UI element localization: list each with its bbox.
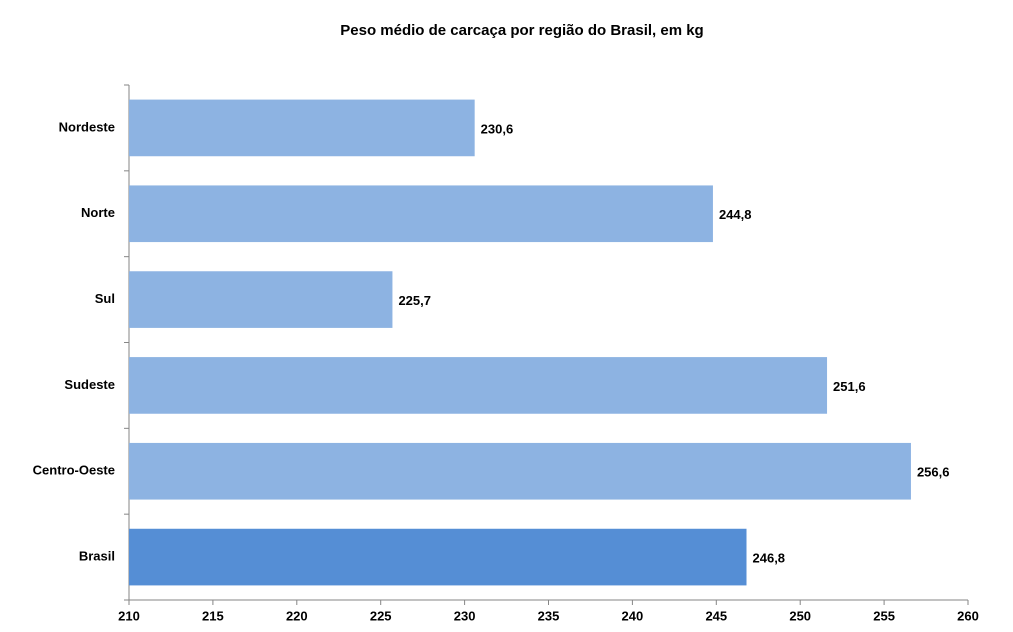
data-label: 225,7 [398,293,431,308]
y-tick-label: Centro-Oeste [33,463,115,478]
data-label: 246,8 [753,551,786,566]
data-label: 256,6 [917,465,950,480]
bar [129,271,393,328]
bar [129,185,713,243]
x-tick-label: 215 [202,608,224,623]
x-tick-label: 240 [622,608,644,623]
x-tick-label: 250 [789,608,811,623]
bar [129,99,475,157]
y-tick-label: Nordeste [59,119,115,134]
bar [129,357,828,414]
data-label: 251,6 [833,379,866,394]
x-tick-label: 260 [957,608,979,623]
bar [129,442,911,500]
x-tick-label: 255 [873,608,895,623]
x-tick-label: 245 [705,608,727,623]
y-tick-label: Brasil [79,549,115,564]
y-tick-label: Norte [81,205,115,220]
y-tick-label: Sul [95,291,115,306]
x-tick-label: 210 [118,608,140,623]
chart-title: Peso médio de carcaça por região do Bras… [340,22,703,39]
y-tick-label: Sudeste [64,377,115,392]
data-label: 230,6 [481,121,514,136]
x-tick-label: 230 [454,608,476,623]
x-tick-label: 225 [370,608,392,623]
x-tick-label: 235 [538,608,560,623]
x-tick-label: 220 [286,608,308,623]
data-label: 244,8 [719,207,752,222]
bar [129,528,747,586]
